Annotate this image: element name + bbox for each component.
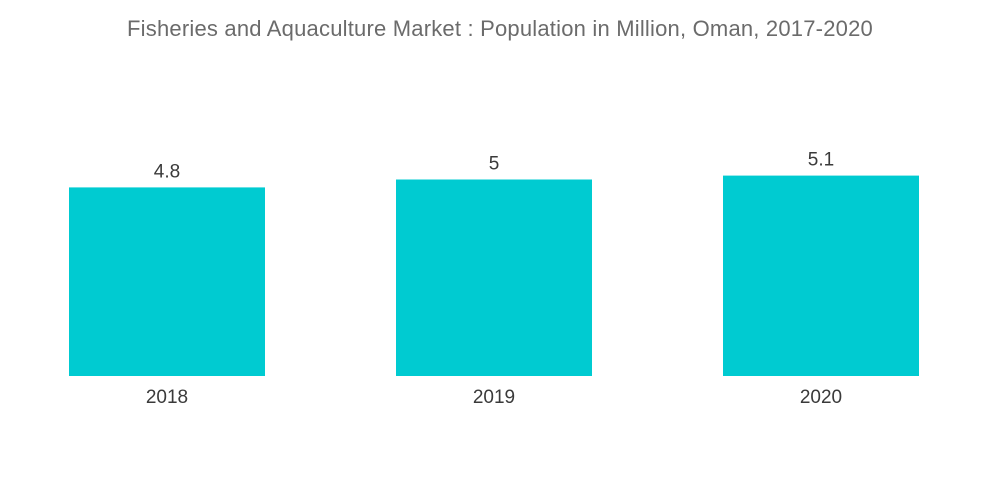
x-tick-labels-group: 2018 2019 2020 — [146, 387, 842, 408]
x-tick-label-2018: 2018 — [146, 387, 188, 408]
value-labels-group: 4.8 5 5.1 — [154, 150, 834, 183]
value-label-2020: 5.1 — [808, 150, 834, 171]
bar-2019 — [396, 179, 592, 376]
bar-2018 — [69, 187, 265, 376]
x-tick-label-2020: 2020 — [800, 387, 842, 408]
value-label-2018: 4.8 — [154, 161, 180, 182]
bar-2020 — [723, 175, 919, 376]
value-label-2019: 5 — [489, 154, 500, 175]
x-tick-label-2019: 2019 — [473, 387, 515, 408]
bars-group — [69, 175, 919, 376]
chart-title: Fisheries and Aquaculture Market : Popul… — [127, 16, 873, 41]
